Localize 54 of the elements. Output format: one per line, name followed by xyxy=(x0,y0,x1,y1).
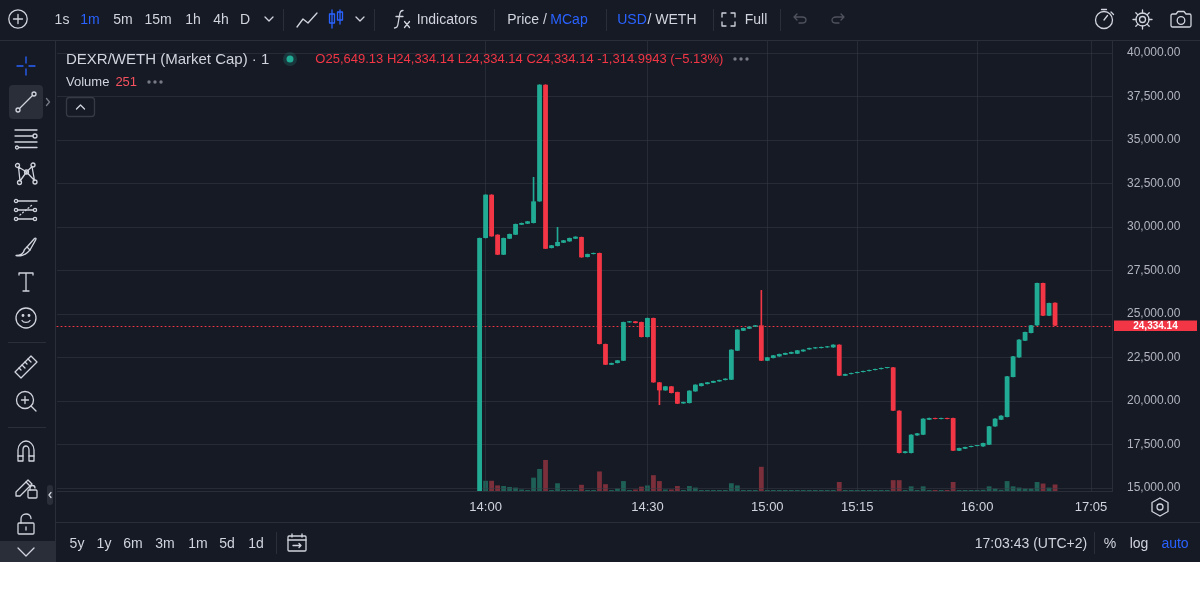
y-tick-label: 35,000.00 xyxy=(1127,132,1181,147)
text: log xyxy=(1129,535,1149,551)
y-tick-label: 32,500.00 xyxy=(1127,175,1181,190)
y-tick-label: 37,500.00 xyxy=(1127,88,1181,103)
text: 3m xyxy=(155,535,175,551)
text: DEXR/WETH (Market Cap) · 1 xyxy=(66,50,270,68)
text: Full xyxy=(744,11,768,27)
annotation: 251 xyxy=(115,74,138,90)
text: 1m xyxy=(80,11,100,27)
x-tick-label: 14:30 xyxy=(631,499,664,515)
y-tick-label: 25,000.00 xyxy=(1127,306,1181,321)
text: Price / xyxy=(507,11,547,27)
text: 1y xyxy=(96,535,112,551)
x-tick-label: 14:00 xyxy=(469,499,502,515)
text: 1h xyxy=(185,11,201,27)
y-tick-label: 30,000.00 xyxy=(1127,219,1181,234)
text: O25,649.13 H24,334.14 L24,334.14 C24,334.14 -1,314.9943 (−5.13%) xyxy=(315,51,724,67)
text: 1m xyxy=(188,535,208,551)
text: 4h xyxy=(213,11,229,27)
text: 5m xyxy=(113,11,133,27)
bar xyxy=(1052,484,1058,491)
text: 5y xyxy=(69,535,85,551)
text: 17:03:43 (UTC+2) xyxy=(974,535,1088,551)
text: 1d xyxy=(248,535,264,551)
text: % xyxy=(1103,535,1117,551)
text: 5d xyxy=(219,535,235,551)
ref-line-label: 24,334.14 xyxy=(1133,319,1179,331)
x-tick-label: 15:00 xyxy=(751,499,784,515)
text: 15m xyxy=(144,11,172,27)
bar xyxy=(645,485,650,491)
text: D xyxy=(239,11,251,27)
text: 6m xyxy=(123,535,143,551)
bar xyxy=(758,466,764,491)
text: auto xyxy=(1161,535,1189,551)
y-tick-label: 20,000.00 xyxy=(1127,393,1181,408)
y-tick-label: 15,000.00 xyxy=(1127,480,1181,495)
y-tick-label: 27,500.00 xyxy=(1127,262,1181,277)
y-tick-label: 40,000.00 xyxy=(1127,45,1181,60)
text: / WETH xyxy=(647,11,697,27)
bar xyxy=(543,459,548,491)
text: MCap xyxy=(550,11,588,27)
y-tick-label: 22,500.00 xyxy=(1127,349,1181,364)
x-tick-label: 17:05 xyxy=(1074,499,1108,515)
bar xyxy=(836,482,842,491)
y-tick-label: 17,500.00 xyxy=(1127,436,1181,451)
x-tick-label: 16:00 xyxy=(960,499,994,515)
x-tick-label: 15:15 xyxy=(840,499,874,515)
text: Indicators xyxy=(416,11,478,27)
bar xyxy=(579,484,584,491)
text: 1s xyxy=(54,11,70,27)
bar xyxy=(483,480,488,491)
bar xyxy=(1010,486,1016,491)
chart-title: Volume xyxy=(66,74,110,90)
text: USD xyxy=(617,11,647,27)
